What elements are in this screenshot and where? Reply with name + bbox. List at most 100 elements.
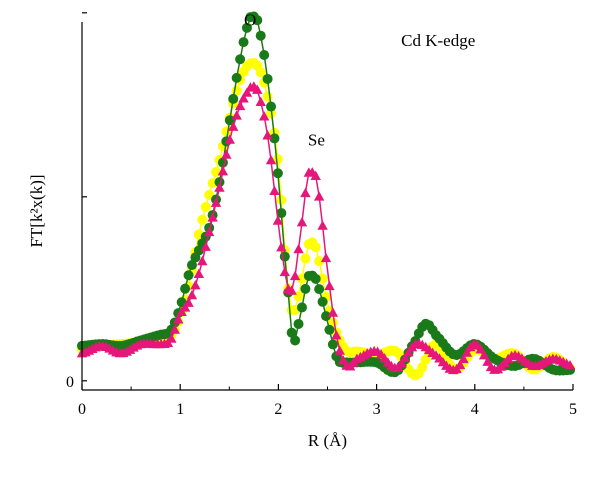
data-point <box>293 243 304 254</box>
data-point <box>210 197 222 207</box>
data-point <box>396 358 407 368</box>
series-2 <box>76 81 576 375</box>
data-point <box>286 327 297 338</box>
annotation-label: Se <box>308 130 325 149</box>
data-point <box>454 359 466 370</box>
data-point <box>183 270 194 281</box>
annotation-layer: O Se Cd K-edge <box>244 11 475 150</box>
x-tick-label: 2 <box>274 401 282 418</box>
data-point <box>258 111 270 121</box>
data-point <box>214 182 225 192</box>
data-point <box>228 121 239 131</box>
data-point <box>314 256 325 267</box>
data-point <box>272 215 284 225</box>
data-point <box>321 311 332 322</box>
data-point <box>259 49 270 60</box>
x-tick-label: 3 <box>373 401 381 418</box>
x-tick-label: 0 <box>78 401 86 418</box>
data-point <box>255 96 266 107</box>
data-point <box>327 307 339 317</box>
data-point <box>203 226 215 237</box>
data-point <box>478 350 490 360</box>
data-point <box>289 270 301 281</box>
data-point <box>255 67 266 78</box>
data-point <box>217 166 229 176</box>
x-tick-label: 4 <box>471 401 479 418</box>
data-point <box>293 318 304 329</box>
data-point <box>200 241 211 251</box>
data-point <box>276 208 287 219</box>
data-point <box>324 324 335 335</box>
data-point <box>272 168 283 179</box>
data-point <box>224 115 235 126</box>
data-point <box>207 212 218 222</box>
data-point <box>317 220 328 230</box>
data-point <box>214 177 225 188</box>
data-point <box>417 362 428 373</box>
x-tick-label: 1 <box>176 401 184 418</box>
x-axis-title: R (Å) <box>308 431 347 450</box>
data-point <box>180 283 191 294</box>
data-point <box>262 130 273 140</box>
data-point <box>269 133 280 144</box>
data-point <box>269 185 280 195</box>
data-point <box>190 280 201 290</box>
data-point <box>241 87 253 97</box>
data-point <box>324 280 335 291</box>
data-point <box>327 339 338 350</box>
annotation-label: Cd K-edge <box>401 31 475 50</box>
data-point <box>186 289 198 300</box>
data-point <box>255 30 266 41</box>
series-1 <box>77 11 576 378</box>
data-point <box>461 347 473 357</box>
data-point <box>211 166 222 177</box>
data-point <box>300 253 311 264</box>
annotation-label: O <box>244 11 256 30</box>
data-point <box>262 73 273 84</box>
data-point <box>231 110 242 120</box>
data-point <box>252 84 263 94</box>
data-point <box>286 285 297 295</box>
data-point <box>317 296 328 307</box>
data-point <box>262 91 273 102</box>
ticks-layer: 0 1 2 3 4 5 0 <box>66 12 577 418</box>
data-point <box>265 154 277 165</box>
data-point <box>179 302 191 312</box>
data-point <box>238 37 249 48</box>
y-axis-title: FT[k²x(k)] <box>27 174 46 247</box>
data-point <box>320 252 332 263</box>
data-point <box>313 191 325 201</box>
data-point <box>197 214 208 225</box>
data-point <box>403 346 414 357</box>
data-point <box>224 134 235 144</box>
x-tick-label: 5 <box>569 401 577 418</box>
data-point <box>310 170 321 180</box>
data-point <box>197 255 208 266</box>
data-point <box>266 101 277 112</box>
data-point <box>238 93 249 103</box>
y-tick-label: 0 <box>66 374 74 391</box>
data-point <box>173 314 184 324</box>
data-point <box>234 100 246 111</box>
data-point <box>276 194 287 205</box>
data-point <box>235 54 246 65</box>
data-point <box>166 333 177 343</box>
data-point <box>169 324 180 334</box>
data-point <box>279 251 290 262</box>
data-point <box>272 154 283 165</box>
data-point <box>193 268 205 279</box>
data-point <box>231 72 242 83</box>
data-point <box>420 354 431 365</box>
data-point <box>300 187 311 198</box>
data-point <box>279 266 290 277</box>
data-point <box>564 360 576 370</box>
data-point <box>314 284 325 295</box>
data-point <box>276 242 287 252</box>
data-point <box>296 217 308 227</box>
data-point <box>252 15 263 26</box>
data-point <box>331 329 342 340</box>
data-point <box>300 283 311 294</box>
data-point <box>458 353 469 364</box>
